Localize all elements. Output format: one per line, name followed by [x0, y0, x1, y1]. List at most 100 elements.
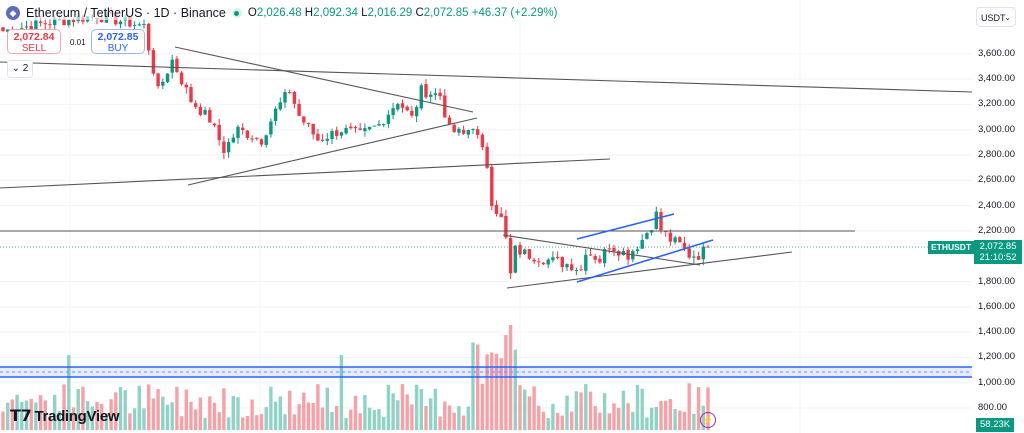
lightning-icon[interactable]: ⚡ [700, 412, 716, 428]
channel-lower[interactable] [576, 239, 714, 283]
volume-bar [579, 392, 583, 430]
volume-bar [198, 397, 203, 430]
volume-bar [189, 401, 193, 430]
market-status-icon[interactable] [231, 8, 242, 18]
volume-bar [405, 394, 409, 430]
sell-button[interactable]: 2,072.84 SELL [7, 29, 61, 54]
candle-body [67, 19, 71, 26]
volume-bar [391, 393, 395, 430]
candle-body [147, 23, 151, 51]
volume-bar [184, 389, 188, 430]
candle-body [551, 257, 555, 261]
candle-body [217, 124, 221, 141]
candle-body [339, 132, 344, 136]
volume-bar [400, 384, 405, 430]
candle-body [363, 128, 367, 132]
volume-bar [67, 355, 71, 430]
volume-bar [659, 400, 663, 430]
trendlines[interactable] [0, 46, 973, 289]
candle-body [118, 21, 123, 25]
volume-bar [452, 412, 456, 430]
candle-body [222, 141, 226, 153]
candle-body [165, 73, 170, 83]
volume-bar [499, 358, 503, 430]
volume-bar [367, 407, 372, 430]
volume-bar [382, 416, 386, 430]
candle-body [194, 103, 198, 108]
trendline-long-support[interactable] [0, 158, 611, 189]
candle-body [494, 204, 499, 214]
channel-upper[interactable] [576, 213, 675, 240]
candle-body [288, 92, 292, 94]
price-axis-label: 3,000.00 [978, 123, 1015, 135]
candle-body [452, 124, 456, 132]
trendline-range-lower[interactable] [506, 251, 793, 289]
buy-label: BUY [107, 43, 129, 54]
volume-bar [165, 404, 170, 430]
low-value: 2,016.29 [367, 7, 413, 19]
volume-bar [104, 413, 109, 430]
candle-body [499, 213, 503, 218]
volume-bar [429, 398, 433, 430]
symbol-header: ◆ Ethereum / TetherUS · 1D · Binance O2,… [6, 6, 558, 20]
candle-body [292, 92, 297, 104]
currency-select[interactable]: USDT ⌄ [976, 7, 1016, 27]
candle-body [598, 258, 602, 263]
volume-bar [555, 412, 560, 430]
volume-bar [161, 396, 165, 430]
volume-bar [447, 405, 452, 430]
volume-bar [81, 386, 85, 430]
price-axis-label: 3,200.00 [978, 98, 1015, 110]
bar-countdown: 21:10:52 [979, 252, 1017, 263]
volume-bar [471, 342, 475, 430]
volume-bar [532, 386, 536, 430]
chevron-down-icon: ⌄ [11, 63, 21, 74]
volume-bar [128, 413, 132, 430]
volume-bar [673, 409, 677, 430]
candle-body [400, 103, 405, 108]
tradingview-logo[interactable]: 𝗧𝟳 TradingView [10, 406, 120, 426]
candle-body [414, 107, 419, 117]
spread-value: 0.01 [70, 38, 86, 47]
volume-bar [494, 353, 499, 430]
high-value: 2,092.34 [313, 7, 358, 19]
candle-body [668, 232, 673, 242]
volume-bar [414, 384, 419, 430]
trendline-long-resistance[interactable] [0, 61, 973, 93]
symbol-title[interactable]: Ethereum / TetherUS · 1D · Binance [26, 6, 226, 20]
volume-bar [142, 408, 146, 430]
candle-body [424, 84, 428, 98]
volume-bar [109, 399, 113, 430]
volume-bar [330, 412, 334, 430]
volume-bar [678, 410, 682, 430]
volume-bar [1, 411, 5, 430]
volume-bars [1, 325, 710, 430]
volume-bar [349, 409, 353, 430]
volume-bar [363, 395, 367, 430]
candle-body [546, 259, 550, 265]
tradingview-wordmark: TradingView [34, 407, 120, 425]
trendline-triangle-lower[interactable] [187, 117, 478, 186]
candle-body [259, 139, 264, 145]
candle-body [349, 126, 353, 129]
candle-body [565, 264, 569, 268]
buy-button[interactable]: 2,072.85 BUY [91, 29, 145, 54]
volume-bar [208, 396, 212, 430]
trendline-triangle-upper[interactable] [174, 46, 474, 113]
candle-body [687, 248, 691, 258]
volume-bar [372, 410, 376, 430]
candle-body [429, 94, 433, 97]
volume-bar [306, 402, 311, 430]
volume-bar [358, 413, 362, 430]
price-axis-label: 1,000.00 [978, 376, 1015, 388]
volume-bar [377, 409, 381, 430]
candle-body [508, 238, 513, 274]
sell-price: 2,072.84 [13, 31, 55, 43]
candle-body [241, 127, 245, 130]
trendline-range-upper[interactable] [502, 234, 701, 266]
channel[interactable] [576, 213, 714, 283]
price-axis-label: 2,800.00 [978, 149, 1015, 160]
price-axis-label: 1,600.00 [978, 300, 1015, 312]
indicators-toggle-button[interactable]: ⌄ 2 [7, 60, 33, 78]
